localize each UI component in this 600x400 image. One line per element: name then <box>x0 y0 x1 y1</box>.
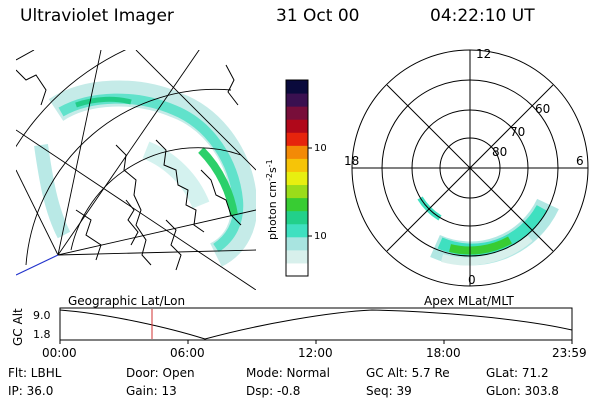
image-title: Ultraviolet Imager <box>20 6 174 26</box>
aurora-oval-polar <box>417 196 559 266</box>
observation-date: 31 Oct 00 <box>276 6 360 26</box>
colorbar-band <box>286 223 308 238</box>
altitude-curve <box>59 309 573 340</box>
colorbar-tick-100: 100 <box>314 143 326 154</box>
door-status: Door: Open <box>126 366 195 380</box>
colorbar-band <box>286 145 308 159</box>
mlat-70-label: 70 <box>510 125 525 139</box>
colorbar-band <box>286 236 308 251</box>
geographic-caption: Geographic Lat/Lon <box>68 294 186 308</box>
geo-longitude-value: GLon: 303.8 <box>486 384 559 398</box>
ip-value: IP: 36.0 <box>8 384 54 398</box>
colorbar-label: photon cm-2s-1 <box>265 159 279 240</box>
graticule <box>16 50 256 290</box>
filter-value: Flt: LBHL <box>8 366 62 380</box>
colorbar-band <box>286 119 308 133</box>
timeline-xtick-2359: 23:59 <box>552 346 587 360</box>
timeline-ytick-1: 1.8 <box>33 328 51 341</box>
timeline-xtick-1800: 18:00 <box>426 346 461 360</box>
mlt-12-label: 12 <box>476 47 491 61</box>
colorbar-band <box>286 93 308 107</box>
colorbar-band <box>286 197 308 212</box>
geographic-aurora-map <box>16 50 256 290</box>
timeline-ylabel: GC Alt <box>11 308 25 346</box>
observation-time: 04:22:10 UT <box>430 6 535 26</box>
mlt-0-label: 0 <box>468 273 476 287</box>
colorbar-band <box>286 171 308 186</box>
polar-mlat-mlt-plot: 12 0 18 6 60 70 80 <box>344 47 589 287</box>
colorbar-band <box>286 106 308 120</box>
colorbar-band <box>286 158 308 172</box>
colorbar-band <box>286 132 308 146</box>
colorbar-band <box>286 80 308 94</box>
timeline-ytick-9: 9.0 <box>33 309 51 322</box>
gain-value: Gain: 13 <box>126 384 177 398</box>
orbit-altitude-timeline: GC Alt 9.0 1.8 <box>11 307 573 346</box>
sun-direction-line <box>16 254 59 276</box>
dsp-value: Dsp: -0.8 <box>246 384 301 398</box>
mlt-6-label: 6 <box>576 154 584 168</box>
timeline-xtick-1200: 12:00 <box>298 346 333 360</box>
mlt-18-label: 18 <box>344 154 359 168</box>
mlat-60-label: 60 <box>535 102 550 116</box>
colorbar-band <box>286 184 308 199</box>
apex-caption: Apex MLat/MLT <box>424 294 514 308</box>
timeline-xtick-0600: 06:00 <box>170 346 205 360</box>
colorbar: 100 10 photon cm-2s-1 <box>265 79 326 277</box>
colorbar-band <box>286 249 308 264</box>
aurora-oval-geographic <box>34 80 256 267</box>
mode-value: Mode: Normal <box>246 366 330 380</box>
sequence-value: Seq: 39 <box>366 384 412 398</box>
colorbar-tick-10: 10 <box>314 231 326 242</box>
colorbar-band <box>286 262 308 277</box>
mlat-80-label: 80 <box>492 145 507 159</box>
timeline-xtick-0000: 00:00 <box>42 346 77 360</box>
geo-latitude-value: GLat: 71.2 <box>486 366 549 380</box>
colorbar-band <box>286 210 308 225</box>
gc-altitude-value: GC Alt: 5.7 Re <box>366 366 450 380</box>
